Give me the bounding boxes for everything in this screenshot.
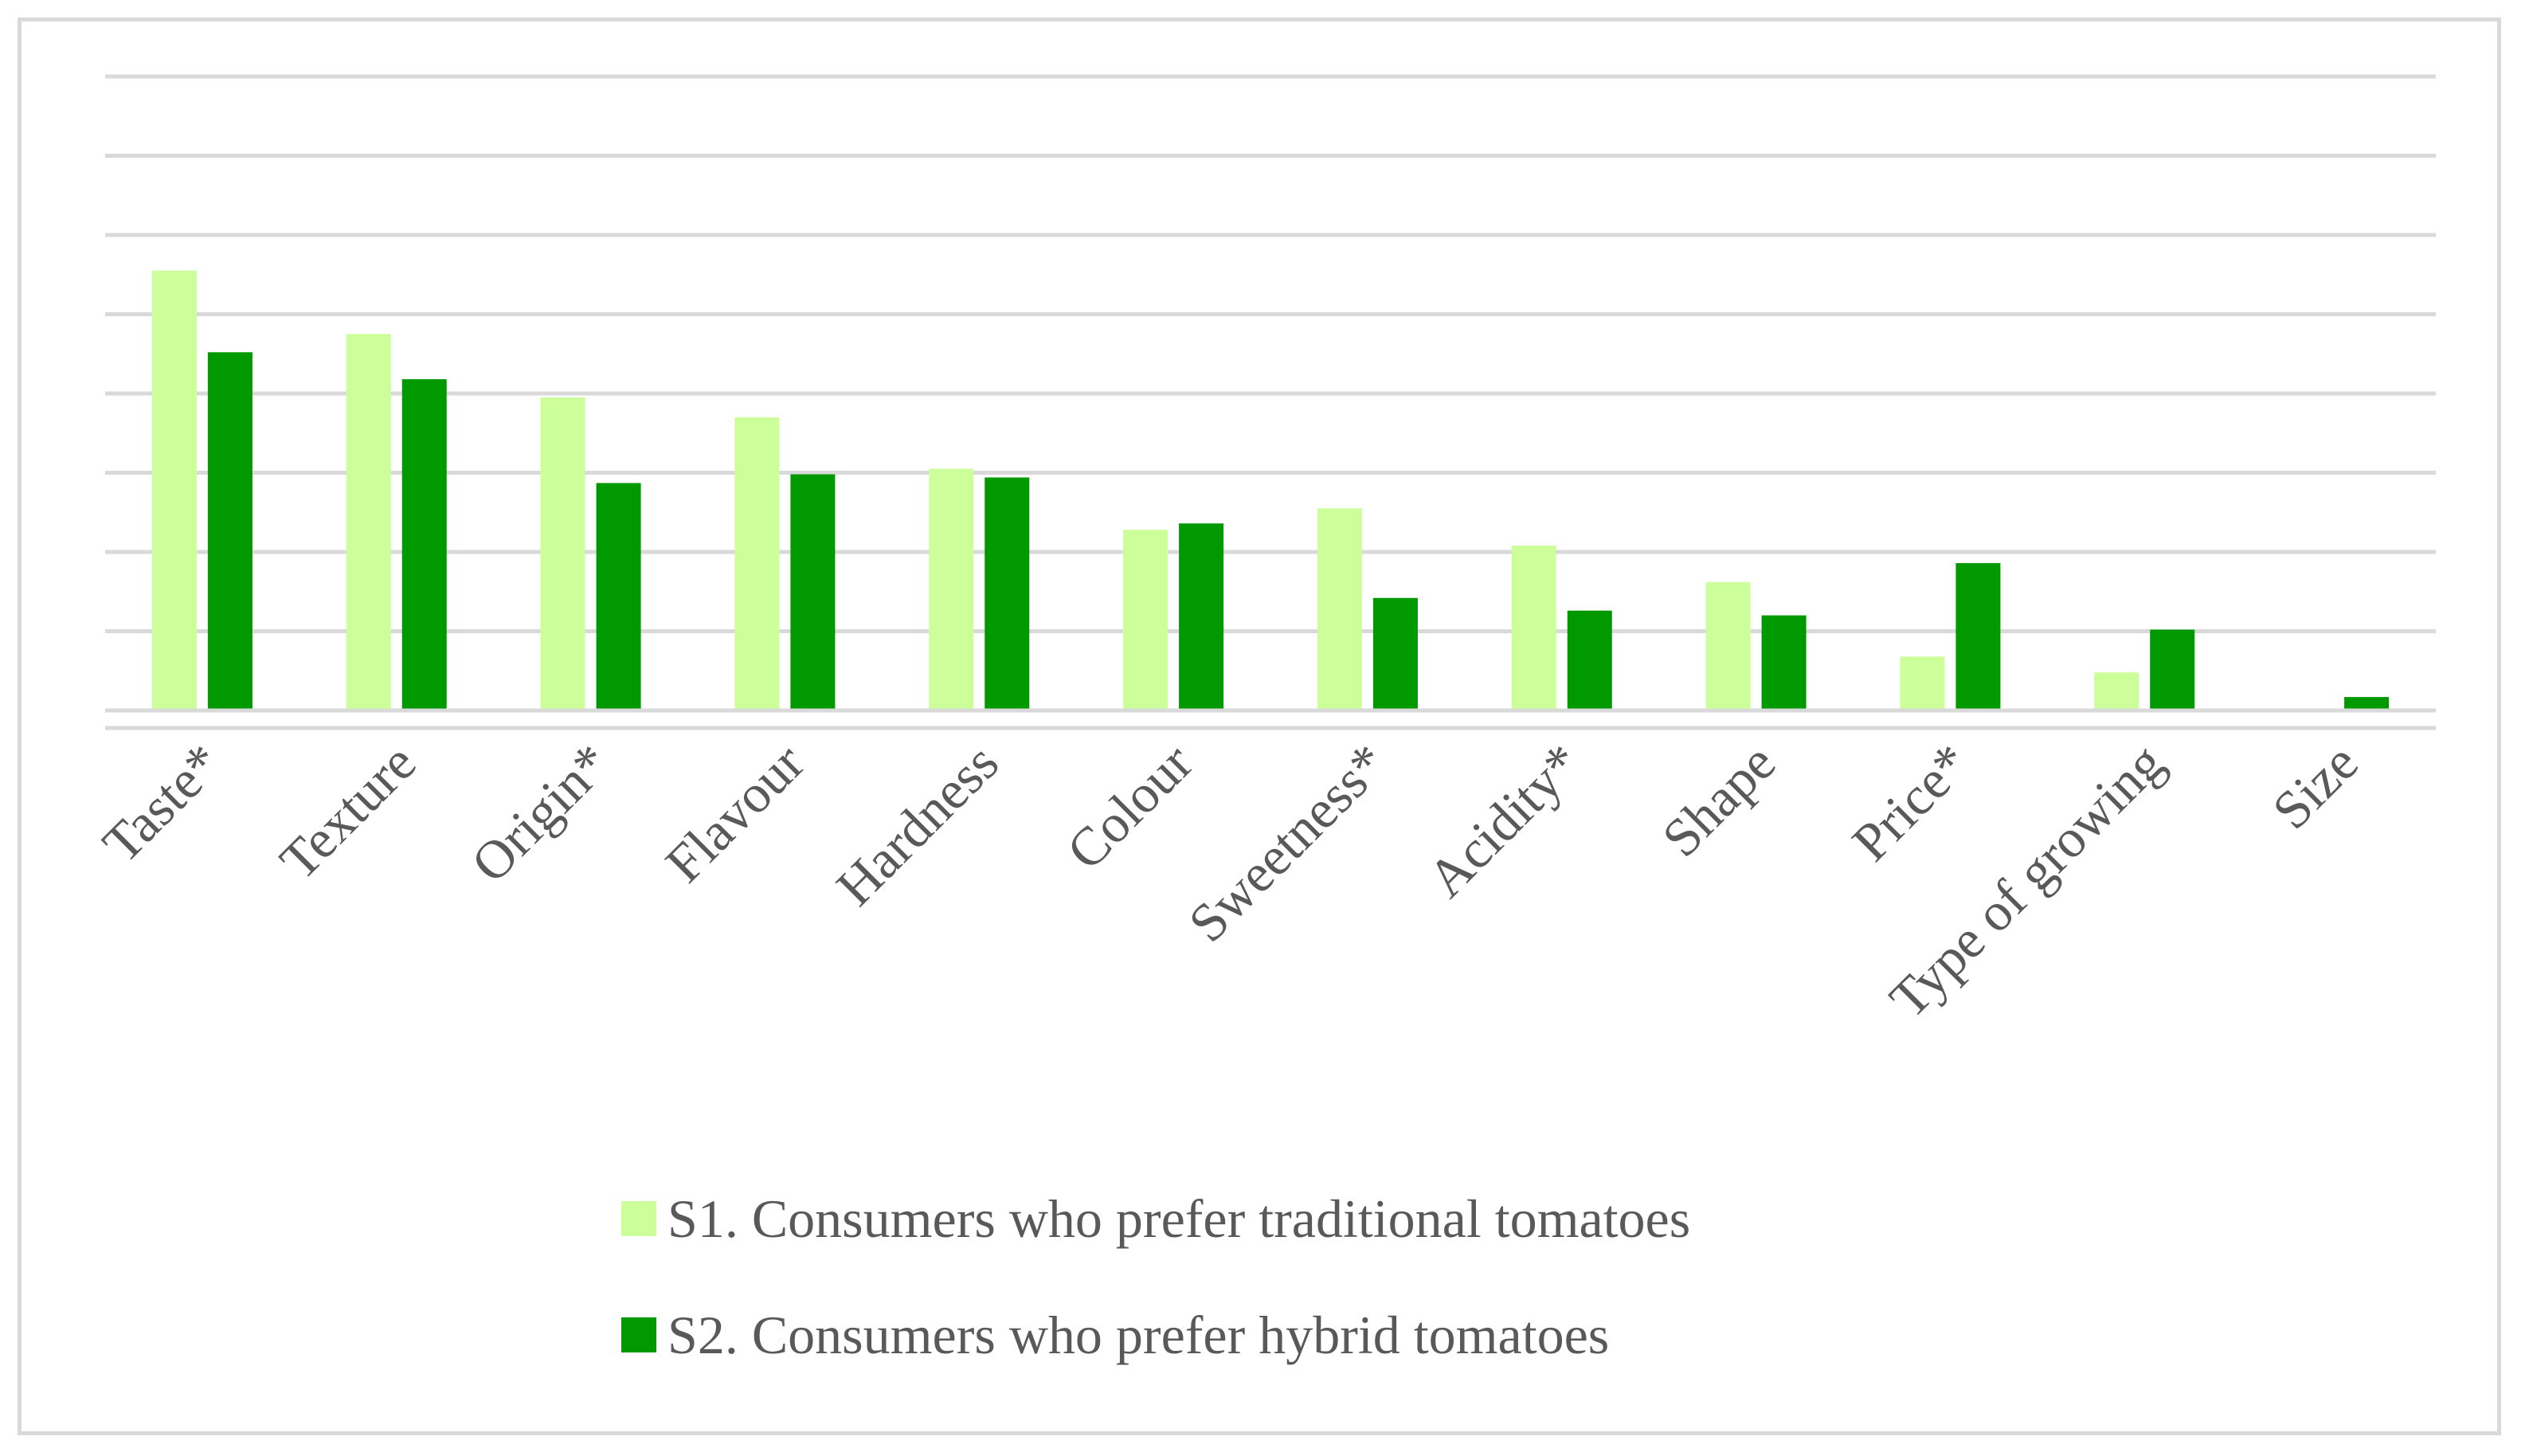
bar-s1-hardness — [929, 468, 974, 710]
legend-label-s1: S1. Consumers who prefer traditional tom… — [667, 1188, 1691, 1249]
bars — [151, 270, 2390, 710]
bar-s1-taste — [151, 270, 197, 710]
gridlines — [105, 74, 2436, 633]
category-label: Sweetness* — [1176, 732, 1398, 953]
x-axis — [105, 708, 2436, 730]
bar-s2-acidity — [1567, 610, 1612, 710]
bar-s1-origin — [540, 397, 585, 710]
bar-s1-acidity — [1511, 546, 1556, 710]
category-labels: Taste* Texture Origin* Flavour Hardness Colou… — [91, 732, 2370, 1030]
legend-swatch-s2 — [621, 1317, 656, 1352]
legend-item-s2: S2. Consumers who prefer hybrid tomatoes — [621, 1303, 1690, 1367]
bar-s2-price — [1955, 562, 2001, 710]
category-label: Size — [2261, 732, 2370, 841]
category-label: Colour — [1055, 732, 1204, 882]
bar-s2-texture — [401, 379, 447, 710]
category-label: Origin* — [460, 732, 621, 894]
bar-s2-type-of-growing — [2150, 629, 2195, 710]
bar-s1-price — [1900, 656, 1945, 710]
category-label: Hardness — [824, 732, 1010, 918]
bar-s2-flavour — [790, 474, 836, 710]
bar-s2-sweetness — [1372, 597, 1418, 710]
legend-item-s1: S1. Consumers who prefer traditional tom… — [621, 1187, 1690, 1251]
bar-s2-colour — [1179, 523, 1224, 710]
category-label: Price* — [1840, 732, 1981, 873]
bar-chart: Taste* Texture Origin* Flavour Hardness Colou… — [91, 74, 2436, 1030]
bar-s2-shape — [1761, 615, 1807, 710]
bar-s2-taste — [207, 352, 252, 710]
legend-swatch-s1 — [621, 1201, 656, 1236]
category-label: Texture — [268, 732, 427, 891]
bar-s2-hardness — [985, 477, 1030, 710]
legend-label-s2: S2. Consumers who prefer hybrid tomatoes — [667, 1304, 1610, 1365]
category-label: Taste* — [91, 732, 233, 875]
legend: S1. Consumers who prefer traditional tom… — [621, 1187, 1690, 1419]
category-label: Shape — [1650, 732, 1787, 868]
bar-s1-type-of-growing — [2094, 672, 2139, 710]
bar-s1-sweetness — [1317, 508, 1362, 710]
bar-s1-flavour — [734, 417, 780, 710]
category-label: Flavour — [654, 732, 816, 894]
category-label: Acidity* — [1415, 732, 1592, 909]
bar-s1-colour — [1123, 530, 1169, 710]
bar-s2-origin — [596, 483, 641, 710]
bar-s1-texture — [346, 334, 391, 710]
bar-s1-shape — [1705, 581, 1751, 710]
bar-s2-size — [2344, 697, 2390, 710]
